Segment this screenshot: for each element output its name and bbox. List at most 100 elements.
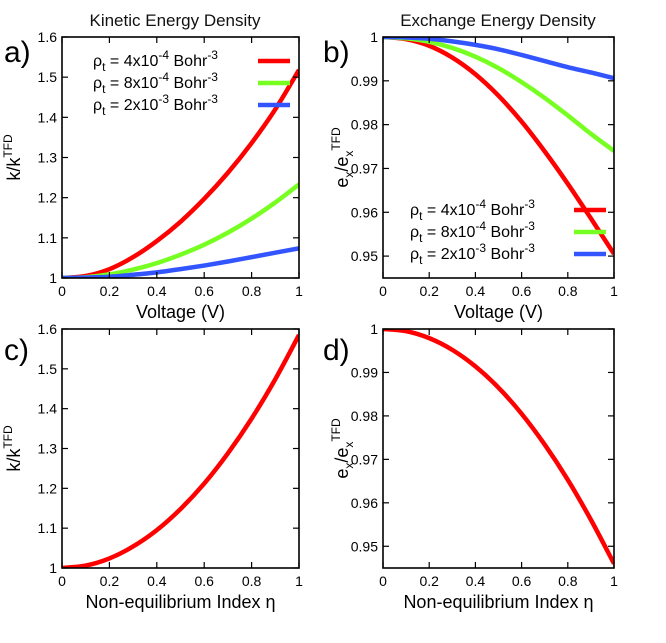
plot-frame xyxy=(61,36,300,279)
x-tick-label: 0.2 xyxy=(419,283,439,299)
x-tick-label: 1 xyxy=(295,283,303,299)
y-tick-label: 1.4 xyxy=(38,109,58,125)
chart-title: Kinetic Energy Density xyxy=(89,11,261,30)
x-axis-label: Non-equilibrium Index η xyxy=(403,592,593,612)
x-tick-label: 0.6 xyxy=(194,573,214,589)
y-label-sup: TFD xyxy=(329,418,343,442)
plot-frame xyxy=(61,328,300,569)
legend-mid: = 4x10 xyxy=(422,202,475,219)
legend-exp2: -3 xyxy=(524,197,535,211)
legend-exp2: -3 xyxy=(524,241,535,255)
legend-rho: ρ xyxy=(93,97,102,114)
x-tick-label: 1 xyxy=(610,283,618,299)
x-tick-label: 0 xyxy=(58,283,66,299)
y-tick-label: 0.99 xyxy=(351,73,378,89)
y-label-main: k/k xyxy=(4,448,24,472)
y-tick-label: 1 xyxy=(49,270,57,286)
x-tick-label: 1 xyxy=(610,573,618,589)
legend-label-2: ρt = 8x10-4 Bohr-3 xyxy=(410,219,535,245)
y-tick-label: 0.95 xyxy=(351,538,378,554)
panel-a: Kinetic Energy Density a) 0 0.2 0.4 0.6 0.8 1 1 1… xyxy=(1,11,303,322)
y-tick-label: 0.95 xyxy=(351,248,378,264)
legend-unit: Bohr xyxy=(486,224,525,241)
panel-label: c) xyxy=(4,334,29,367)
legend-mid: = 4x10 xyxy=(105,53,158,70)
y-tick-label: 1.2 xyxy=(38,480,58,496)
x-tick-label: 0.8 xyxy=(242,283,262,299)
series-line-1 xyxy=(383,329,614,565)
legend-label-2: ρt = 8x10-4 Bohr-3 xyxy=(93,70,218,96)
panel-d: d) 0 0.2 0.4 0.6 0.8 1 0.95 0.96 0.97 0.98 0.99 1 Non… xyxy=(323,321,618,612)
series-line-2 xyxy=(62,182,299,278)
x-tick-label: 0 xyxy=(379,573,387,589)
legend-sub: t xyxy=(102,82,106,96)
x-tick-label: 1 xyxy=(295,573,303,589)
legend-mid: = 8x10 xyxy=(422,224,475,241)
series-line-1 xyxy=(62,333,299,568)
legend-exp2: -3 xyxy=(207,48,218,62)
y-tick-label: 1.1 xyxy=(38,230,58,246)
legend-label-3: ρt = 2x10-3 Bohr-3 xyxy=(410,241,535,267)
y-tick-label: 1.5 xyxy=(38,361,58,377)
legend-label-1: ρt = 4x10-4 Bohr-3 xyxy=(410,197,535,223)
legend-exp2: -3 xyxy=(207,70,218,84)
y-label-main: k/k xyxy=(4,157,24,181)
legend-rho: ρ xyxy=(93,53,102,70)
legend-rho: ρ xyxy=(410,224,419,241)
legend-sub: t xyxy=(102,60,106,74)
plot-frame xyxy=(382,328,615,569)
legend-unit: Bohr xyxy=(169,53,208,70)
y-tick-label: 1.6 xyxy=(38,29,58,45)
x-tick-label: 0.6 xyxy=(512,283,532,299)
x-tick-label: 0.4 xyxy=(147,283,167,299)
series-line-1 xyxy=(62,68,299,278)
x-tick-label: 0.2 xyxy=(100,573,120,589)
x-tick-label: 0.4 xyxy=(466,573,486,589)
legend-exp2: -3 xyxy=(207,92,218,106)
legend-exp2: -3 xyxy=(524,219,535,233)
panel-label: b) xyxy=(323,36,350,69)
x-tick-label: 0.4 xyxy=(147,573,167,589)
legend-sub: t xyxy=(419,209,423,223)
legend-mid: = 2x10 xyxy=(422,246,475,263)
y-tick-label: 1.2 xyxy=(38,190,58,206)
y-tick-label: 1.1 xyxy=(38,520,58,536)
y-label-sub: x xyxy=(342,172,356,178)
legend-exp1: -4 xyxy=(475,197,486,211)
y-tick-label: 1 xyxy=(49,560,57,576)
legend-exp1: -3 xyxy=(158,92,169,106)
y-tick-label: 1.3 xyxy=(38,441,58,457)
x-tick-label: 0.6 xyxy=(194,283,214,299)
legend-exp1: -4 xyxy=(475,219,486,233)
x-tick-label: 0.8 xyxy=(242,573,262,589)
series-line-1 xyxy=(383,37,614,256)
panel-c: c) 0 0.2 0.4 0.6 0.8 1 1 1.1 1.2 1.3 1.4 1.5 1.6 Non-e… xyxy=(1,321,303,612)
legend-label-3: ρt = 2x10-3 Bohr-3 xyxy=(93,92,218,118)
series-line-3 xyxy=(62,246,299,278)
y-tick-label: 1 xyxy=(370,321,378,337)
x-tick-label: 0.8 xyxy=(558,283,578,299)
y-tick-label: 0.98 xyxy=(351,408,378,424)
x-tick-label: 0 xyxy=(379,283,387,299)
y-tick-label: 1.3 xyxy=(38,150,58,166)
legend-rho: ρ xyxy=(93,75,102,92)
y-label-sub2: x xyxy=(342,442,356,448)
y-label-sup: TFD xyxy=(1,425,15,449)
panel-label: d) xyxy=(323,334,350,367)
legend-unit: Bohr xyxy=(486,246,525,263)
y-label-main: e xyxy=(332,178,352,188)
legend-sub: t xyxy=(102,104,106,118)
chart-title: Exchange Energy Density xyxy=(400,11,596,30)
y-tick-label: 0.98 xyxy=(351,117,378,133)
y-tick-label: 0.97 xyxy=(351,451,378,467)
y-tick-label: 1.4 xyxy=(38,401,58,417)
y-label-sub2: x xyxy=(342,151,356,157)
legend-rho: ρ xyxy=(410,246,419,263)
legend-exp1: -3 xyxy=(475,241,486,255)
legend-exp1: -4 xyxy=(158,48,169,62)
x-axis-label: Voltage (V) xyxy=(454,302,543,322)
legend-unit: Bohr xyxy=(169,97,208,114)
y-label-sub: x xyxy=(342,463,356,469)
series-line-2 xyxy=(383,37,614,153)
